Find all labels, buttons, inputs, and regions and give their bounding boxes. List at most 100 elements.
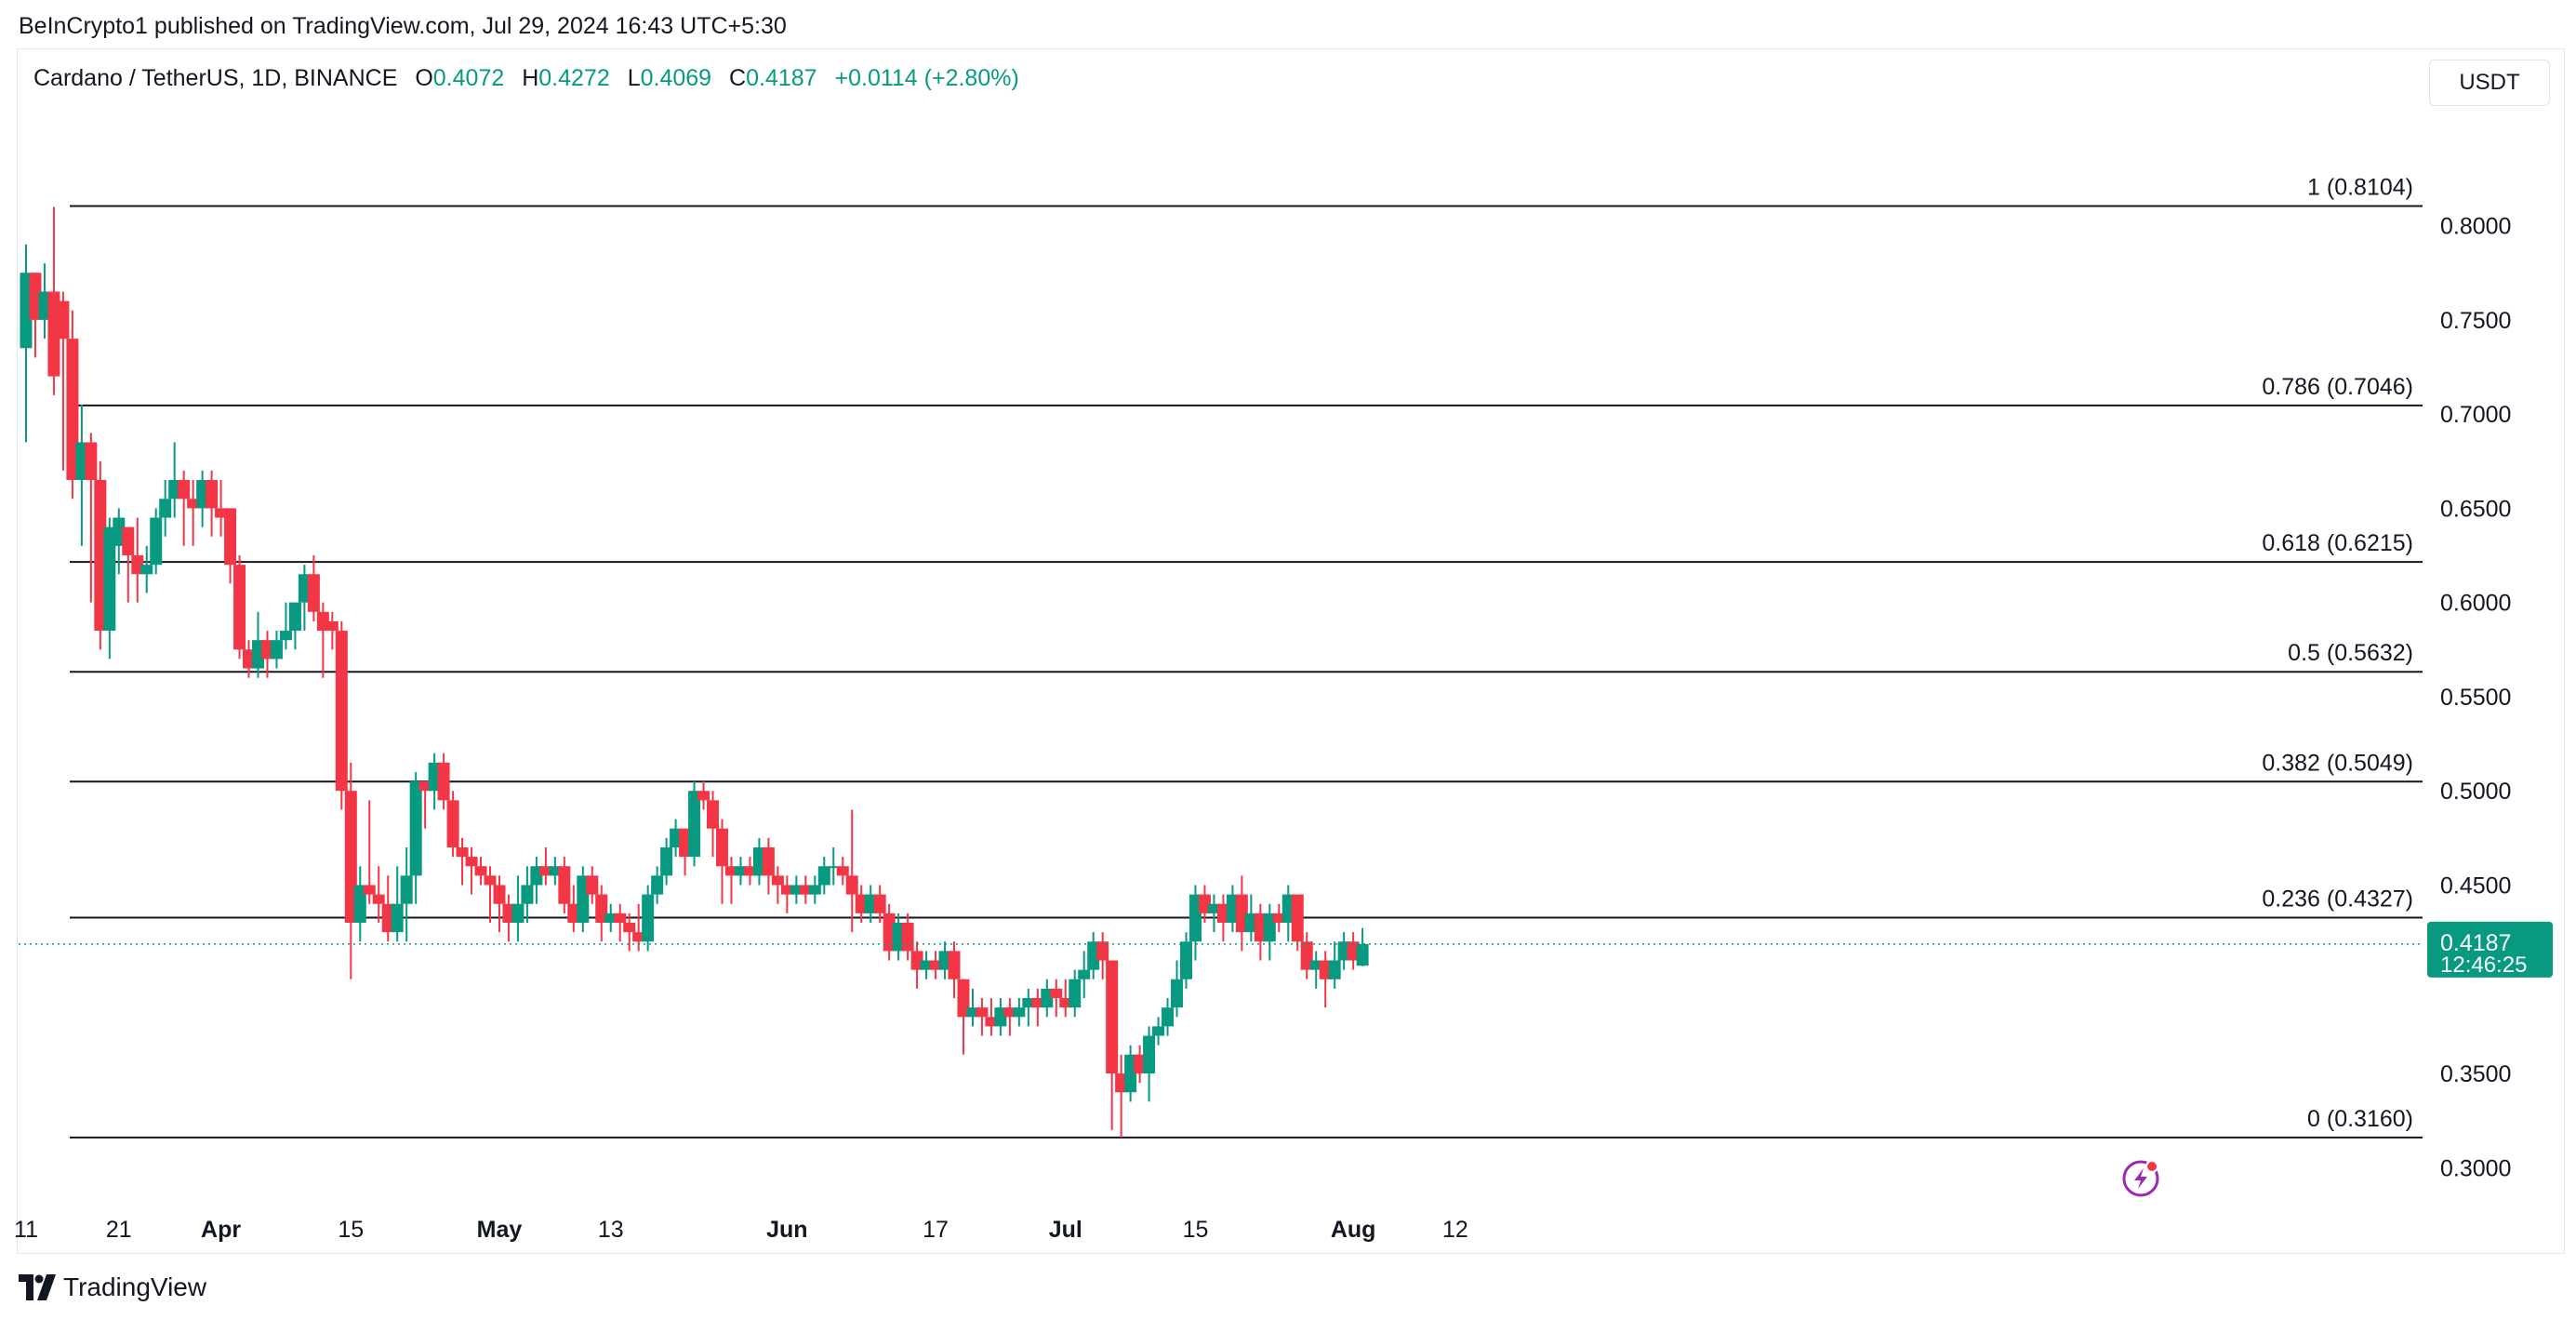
candle[interactable] bbox=[1031, 988, 1044, 1027]
candle[interactable] bbox=[1188, 885, 1202, 961]
candle[interactable] bbox=[1143, 1026, 1156, 1102]
candle[interactable] bbox=[688, 781, 701, 867]
candle[interactable] bbox=[1319, 951, 1332, 1008]
candle[interactable] bbox=[660, 837, 673, 886]
candle[interactable] bbox=[521, 866, 534, 923]
candle[interactable] bbox=[325, 611, 339, 650]
candle[interactable] bbox=[456, 837, 469, 886]
candle[interactable] bbox=[75, 405, 88, 546]
candle[interactable] bbox=[279, 602, 292, 650]
candle[interactable] bbox=[1171, 960, 1184, 1018]
candle[interactable] bbox=[1152, 1017, 1165, 1046]
candle[interactable] bbox=[808, 875, 821, 904]
candle[interactable] bbox=[1300, 932, 1313, 979]
candle[interactable] bbox=[372, 866, 385, 923]
candle[interactable] bbox=[985, 998, 998, 1036]
candle[interactable] bbox=[270, 631, 283, 669]
currency-button[interactable]: USDT bbox=[2429, 60, 2550, 106]
candle[interactable] bbox=[679, 828, 692, 876]
candle[interactable] bbox=[493, 875, 506, 933]
candle[interactable] bbox=[651, 866, 664, 904]
candle[interactable] bbox=[215, 480, 228, 537]
candle[interactable] bbox=[1096, 932, 1109, 979]
candle[interactable] bbox=[976, 998, 989, 1036]
candle[interactable] bbox=[20, 244, 33, 443]
candle[interactable] bbox=[1180, 932, 1192, 989]
candle[interactable] bbox=[187, 480, 200, 546]
candle[interactable] bbox=[743, 857, 756, 886]
candle[interactable] bbox=[938, 941, 951, 979]
candle[interactable] bbox=[150, 508, 163, 575]
candle[interactable] bbox=[642, 885, 655, 952]
candle[interactable] bbox=[1235, 875, 1248, 952]
candle[interactable] bbox=[113, 508, 126, 575]
candle[interactable] bbox=[1207, 894, 1220, 933]
candle[interactable] bbox=[632, 903, 645, 952]
candle[interactable] bbox=[670, 819, 683, 858]
last-price-badge[interactable] bbox=[2427, 921, 2553, 978]
candle[interactable] bbox=[103, 517, 116, 660]
candle[interactable] bbox=[836, 857, 849, 886]
candle[interactable] bbox=[168, 442, 181, 518]
candle[interactable] bbox=[437, 753, 450, 810]
candle[interactable] bbox=[47, 207, 60, 395]
candle[interactable] bbox=[1124, 1045, 1137, 1102]
candle[interactable] bbox=[206, 470, 219, 537]
candle[interactable] bbox=[549, 857, 562, 886]
candle[interactable] bbox=[734, 857, 747, 886]
candle[interactable] bbox=[465, 846, 478, 895]
candle[interactable] bbox=[1309, 951, 1322, 989]
candle[interactable] bbox=[353, 866, 366, 942]
candle[interactable] bbox=[381, 875, 394, 942]
candle[interactable] bbox=[771, 866, 784, 904]
candle[interactable] bbox=[957, 979, 970, 1055]
candle[interactable] bbox=[1263, 903, 1276, 961]
candle[interactable] bbox=[1041, 979, 1054, 1018]
candle[interactable] bbox=[1022, 988, 1035, 1027]
candle[interactable] bbox=[707, 791, 720, 858]
candle[interactable] bbox=[1134, 1045, 1147, 1084]
candle[interactable] bbox=[614, 903, 627, 942]
candle[interactable] bbox=[252, 611, 264, 678]
candle[interactable] bbox=[1216, 894, 1229, 942]
candle[interactable] bbox=[511, 875, 524, 942]
candle[interactable] bbox=[484, 866, 497, 923]
candle[interactable] bbox=[948, 941, 961, 999]
candle[interactable] bbox=[307, 555, 320, 621]
candle[interactable] bbox=[762, 837, 775, 895]
candle[interactable] bbox=[1013, 998, 1026, 1027]
candle[interactable] bbox=[1226, 885, 1239, 933]
candle[interactable] bbox=[595, 885, 608, 942]
candle[interactable] bbox=[94, 460, 107, 650]
candle[interactable] bbox=[799, 875, 812, 904]
candle[interactable] bbox=[391, 866, 404, 942]
candle[interactable] bbox=[1272, 903, 1285, 933]
candle[interactable] bbox=[1337, 932, 1350, 970]
candle[interactable] bbox=[260, 631, 273, 678]
candle[interactable] bbox=[604, 903, 617, 933]
candle[interactable] bbox=[780, 875, 793, 913]
candle[interactable] bbox=[1059, 979, 1072, 1018]
candle[interactable] bbox=[1003, 998, 1016, 1036]
candle[interactable] bbox=[233, 555, 246, 660]
candle[interactable] bbox=[920, 951, 933, 979]
candle[interactable] bbox=[1254, 903, 1267, 961]
candle[interactable] bbox=[994, 998, 1007, 1036]
candle[interactable] bbox=[539, 846, 552, 886]
candle[interactable] bbox=[474, 857, 487, 886]
candle[interactable] bbox=[1198, 885, 1211, 923]
candle[interactable] bbox=[131, 517, 144, 603]
candle[interactable] bbox=[66, 310, 79, 500]
candle[interactable] bbox=[827, 846, 840, 886]
candle[interactable] bbox=[883, 903, 896, 961]
candle[interactable] bbox=[140, 545, 153, 593]
candle[interactable] bbox=[1244, 894, 1257, 942]
candle[interactable] bbox=[1356, 927, 1369, 966]
candle[interactable] bbox=[623, 913, 636, 952]
candle[interactable] bbox=[724, 857, 737, 904]
candle[interactable] bbox=[1328, 941, 1341, 989]
candle[interactable] bbox=[196, 470, 209, 527]
candle[interactable] bbox=[57, 291, 70, 471]
candle[interactable] bbox=[400, 846, 413, 942]
